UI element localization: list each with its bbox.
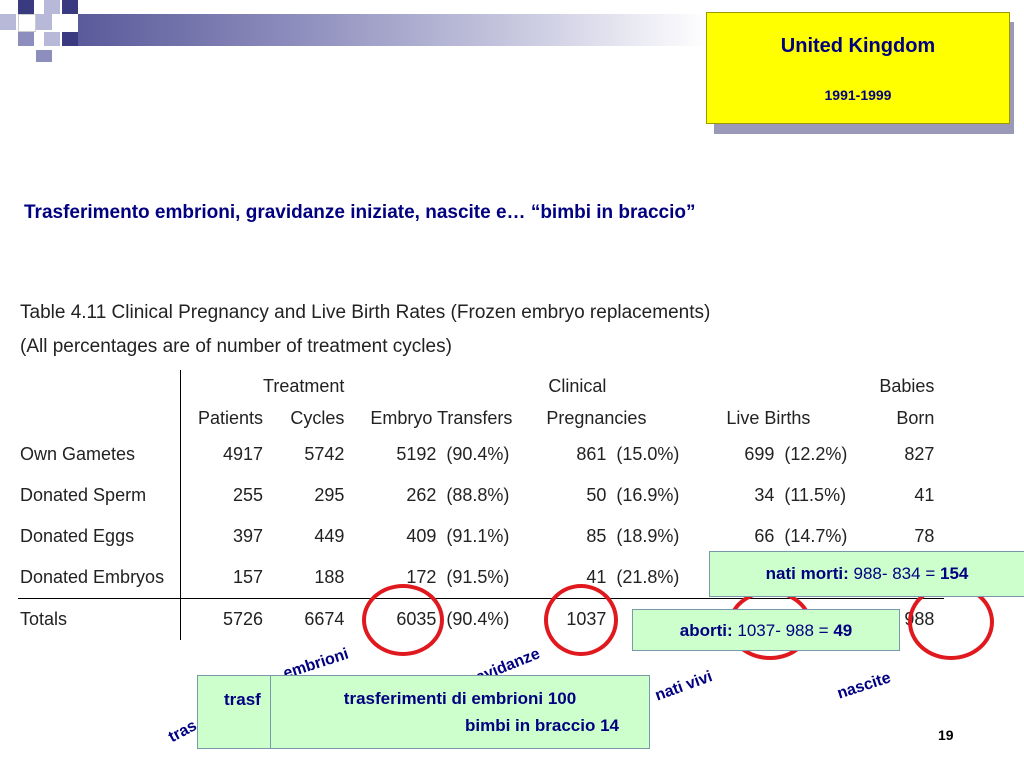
title-box: United Kingdom 1991-1999: [706, 12, 1010, 124]
summary-transfers: trasferimenti di embrioni 100: [343, 689, 577, 708]
aborti-box: aborti: 1037- 988 = 49: [632, 609, 900, 651]
header-cell: Born: [896, 407, 935, 428]
slide-number: 19: [938, 727, 954, 743]
table-header-row: Treatment Clinical Babies: [18, 370, 944, 402]
row-label: Donated Embryos: [18, 557, 181, 599]
header-cell: Clinical: [548, 375, 607, 396]
label-nascite: nascite: [835, 669, 893, 703]
header-cell: Embryo Transfers: [370, 407, 513, 428]
header-cell: Babies: [879, 375, 935, 396]
summary-babies: bimbi in braccio 14: [465, 716, 619, 735]
slide-subtitle: Trasferimento embrioni, gravidanze inizi…: [24, 202, 696, 223]
header-cell: Pregnancies: [546, 407, 647, 428]
header-cell: Cycles: [290, 407, 345, 428]
aborti-value: 49: [833, 621, 853, 640]
label-tras: tras: [165, 717, 200, 747]
table-caption-note: (All percentages are of number of treatm…: [20, 336, 452, 357]
summary-box: trasferimenti di embrioni 100 bimbi in b…: [270, 675, 650, 749]
nati-morti-label: nati morti:: [765, 564, 849, 583]
header-decoration: [0, 0, 1024, 70]
back-box-text: trasf: [224, 690, 261, 709]
table-row: Own Gametes 4917 5742 5192 (90.4%) 861 (…: [18, 434, 944, 475]
nati-morti-box: nati morti: 988- 834 = 154: [709, 551, 1024, 597]
row-label: Donated Sperm: [18, 475, 181, 516]
header-cell: Live Births: [726, 407, 811, 428]
data-table: Treatment Clinical Babies Patients Cycle…: [18, 370, 945, 640]
country-title: United Kingdom: [780, 35, 936, 57]
highlight-circle-pregnancies: [544, 584, 618, 656]
row-label: Own Gametes: [18, 434, 181, 475]
table-row: Donated Sperm 255 295 262 (88.8%) 50 (16…: [18, 475, 944, 516]
nati-morti-expr: 988- 834 =: [853, 564, 936, 583]
table-header-row: Patients Cycles Embryo Transfers Pregnan…: [18, 402, 944, 434]
row-label: Donated Eggs: [18, 516, 181, 557]
table-row: Donated Eggs 397 449 409 (91.1%) 85 (18.…: [18, 516, 944, 557]
nati-morti-value: 154: [939, 564, 969, 583]
aborti-expr: 1037- 988 =: [737, 621, 829, 640]
header-cell: Treatment: [263, 375, 345, 396]
highlight-circle-transfers: [362, 584, 444, 656]
table-row: Donated Embryos 157 188 172 (91.5%) 41 (…: [18, 557, 944, 599]
row-label: Totals: [18, 598, 181, 640]
aborti-label: aborti:: [679, 621, 733, 640]
header-cell: Patients: [197, 407, 263, 428]
table-caption: Table 4.11 Clinical Pregnancy and Live B…: [20, 302, 711, 323]
label-nati-vivi: nati vivi: [652, 668, 715, 705]
year-range: 1991-1999: [824, 87, 892, 103]
